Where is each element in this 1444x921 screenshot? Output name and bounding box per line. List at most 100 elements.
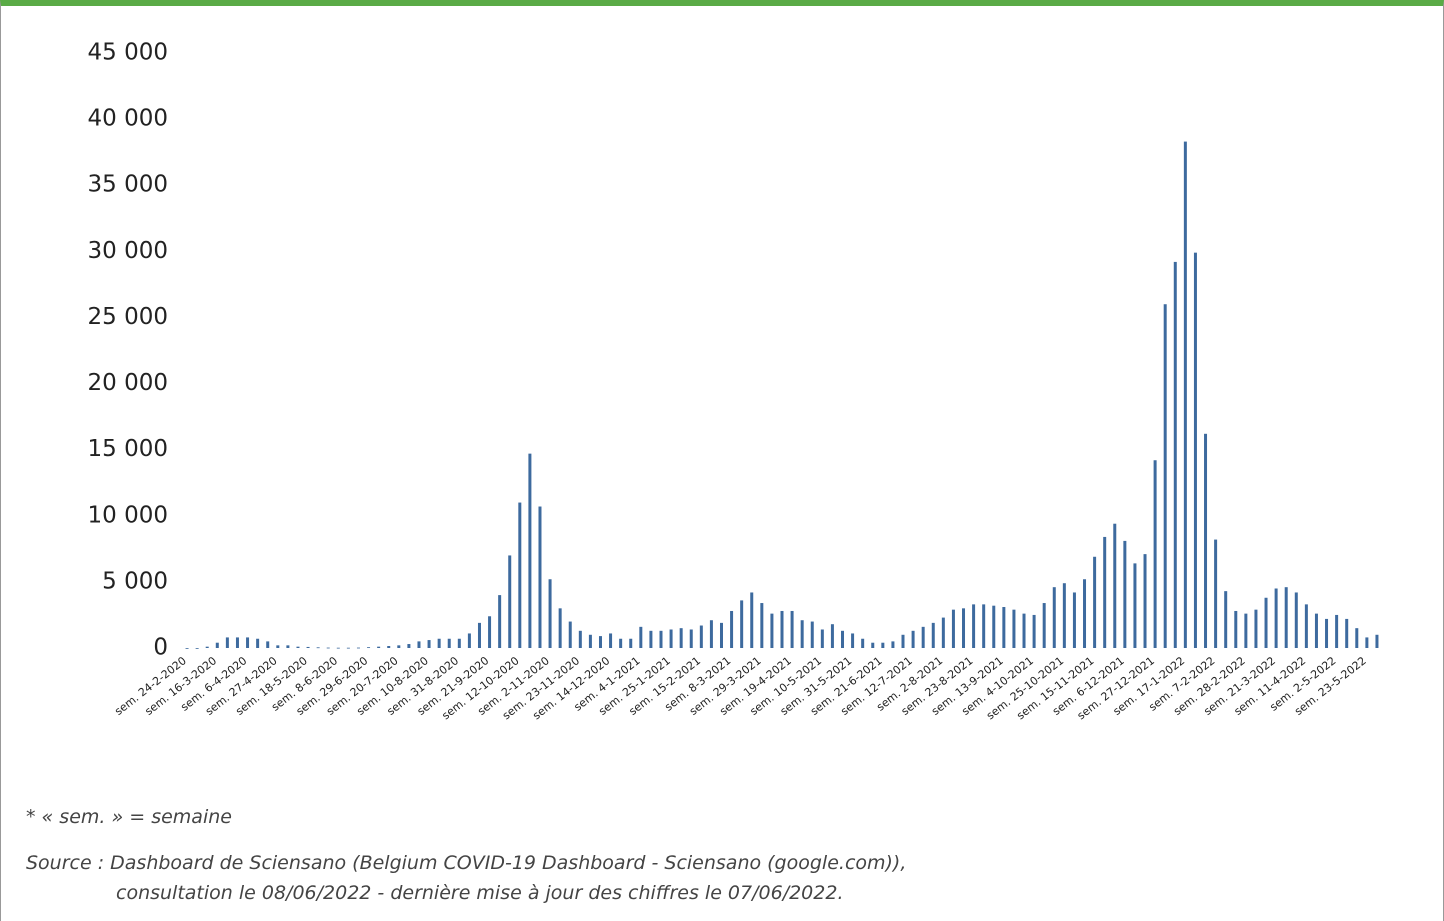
bar — [1032, 614, 1036, 648]
bar — [588, 634, 592, 648]
bar — [518, 502, 522, 648]
bar — [558, 608, 562, 648]
bar — [356, 647, 360, 649]
bar — [1304, 604, 1308, 648]
bar — [1284, 587, 1288, 648]
bar — [1335, 614, 1339, 648]
bar — [679, 628, 683, 648]
y-tick-label: 45 000 — [88, 40, 168, 66]
bar — [951, 609, 955, 648]
bar — [538, 506, 542, 648]
y-tick-label: 20 000 — [88, 370, 168, 396]
bar — [1355, 628, 1359, 648]
bar — [881, 642, 885, 648]
bar — [830, 624, 834, 648]
bar — [246, 637, 250, 648]
bar — [1123, 540, 1127, 648]
bar — [699, 625, 703, 648]
bar — [780, 610, 784, 648]
bar — [477, 622, 481, 648]
bar — [841, 630, 845, 648]
bar — [619, 638, 623, 648]
bar — [1264, 597, 1268, 648]
bar — [1345, 618, 1349, 648]
bar — [709, 620, 713, 648]
bar — [901, 634, 905, 648]
bar — [1274, 588, 1278, 648]
bar — [195, 648, 199, 649]
bar — [1173, 261, 1177, 648]
bar — [669, 629, 673, 648]
bar — [276, 645, 280, 648]
bar — [891, 641, 895, 648]
bar — [1042, 603, 1046, 648]
bar — [982, 604, 986, 648]
y-tick-label: 35 000 — [88, 172, 168, 198]
bar — [810, 621, 814, 648]
bar — [800, 620, 804, 648]
bar — [1133, 563, 1137, 648]
bar — [1143, 554, 1147, 648]
bar — [578, 630, 582, 648]
bar — [508, 555, 512, 648]
bar — [1163, 304, 1167, 648]
bar — [306, 646, 310, 648]
bar — [1294, 592, 1298, 648]
bar — [437, 638, 441, 648]
bar — [205, 646, 209, 648]
bar — [1325, 618, 1329, 648]
y-tick-label: 25 000 — [88, 304, 168, 330]
bar — [1314, 613, 1318, 648]
bar — [407, 644, 411, 648]
bar — [1153, 460, 1157, 648]
bar — [598, 636, 602, 648]
bar — [225, 637, 229, 648]
y-tick-label: 30 000 — [88, 238, 168, 264]
bar — [639, 626, 643, 648]
bar — [296, 646, 300, 648]
bar — [750, 592, 754, 648]
bar — [911, 630, 915, 648]
bar — [629, 638, 633, 648]
bar — [266, 641, 270, 648]
bar — [760, 603, 764, 648]
bar — [1375, 634, 1379, 648]
bar — [992, 605, 996, 648]
bar — [790, 610, 794, 648]
bar — [367, 647, 371, 649]
bar — [921, 626, 925, 648]
bar — [447, 638, 451, 648]
bar — [377, 646, 381, 648]
bar — [1244, 613, 1248, 648]
bar — [1254, 609, 1258, 648]
bar — [1234, 610, 1238, 648]
bar — [740, 600, 744, 648]
bar — [235, 637, 239, 648]
bar — [528, 453, 532, 648]
source: Source : Dashboard de Sciensano (Belgium… — [26, 852, 907, 874]
y-tick-label: 0 — [153, 635, 168, 661]
bar — [1083, 579, 1087, 648]
bar — [215, 642, 219, 648]
bar — [1193, 252, 1197, 648]
bar — [770, 613, 774, 648]
bar — [1022, 613, 1026, 648]
bar — [417, 641, 421, 648]
bar — [972, 604, 976, 648]
bar — [871, 642, 875, 648]
bar — [1062, 583, 1066, 648]
bar — [1204, 433, 1208, 648]
bar — [256, 638, 260, 648]
bar — [649, 630, 653, 648]
bar — [326, 647, 330, 649]
bar — [498, 595, 502, 648]
bar — [1012, 609, 1016, 648]
bar — [397, 645, 401, 648]
bar — [1224, 591, 1228, 648]
bar — [609, 633, 613, 648]
bar — [1214, 539, 1218, 648]
bar — [488, 616, 492, 648]
bar — [931, 622, 935, 648]
bar — [719, 622, 723, 648]
